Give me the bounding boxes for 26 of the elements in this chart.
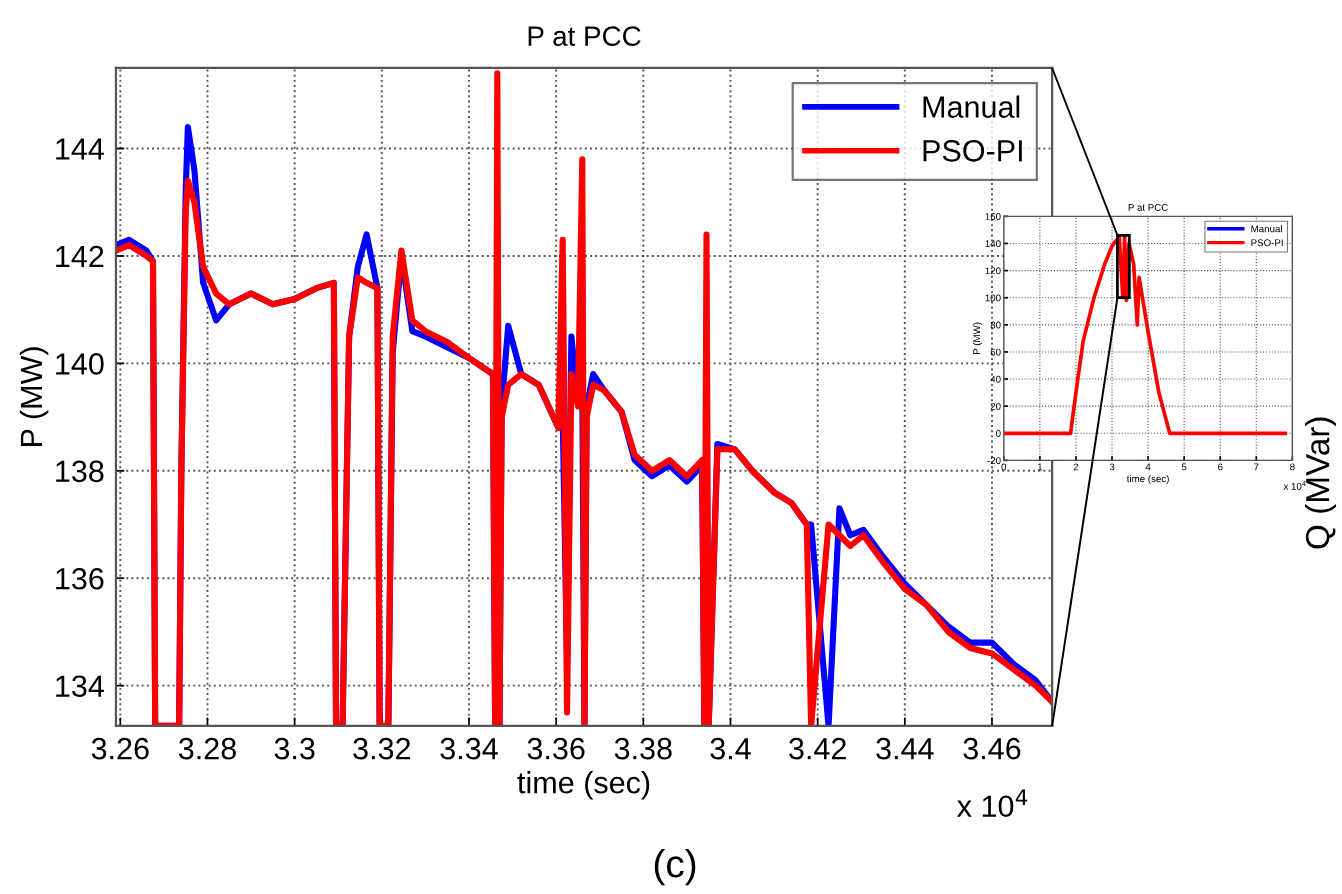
y-tick-label: 142: [56, 245, 104, 268]
y-tick-label: 134: [56, 675, 104, 698]
text: (c): [654, 849, 696, 886]
line-series: [1003, 234, 1287, 436]
x-tick-label: 3.3: [274, 737, 315, 760]
y-tick-label: 136: [56, 567, 104, 590]
y-axis-title: P (MW): [19, 347, 49, 446]
text: x 10$^{4}$: [957, 789, 1028, 818]
x-axis-title: time (sec): [517, 771, 650, 800]
x-tick-label: 3.34: [440, 737, 498, 760]
x-tick-label: 3.44: [876, 737, 934, 760]
x-tick-label: 3.32: [353, 737, 411, 760]
x-tick-label: 3.26: [91, 737, 149, 760]
y-tick-label: 140: [56, 353, 104, 375]
x-tick-label: 3.46: [963, 737, 1021, 760]
x-tick-label: 3.42: [789, 737, 846, 760]
x-tick-label: 3.28: [178, 737, 236, 760]
x-tick-label: 3.38: [614, 737, 672, 760]
y-tick-label: 144: [56, 138, 104, 160]
legend-label: Manual: [923, 95, 1020, 118]
x-tick-label: 3.4: [710, 737, 751, 760]
legend-label: PSO-PI: [923, 140, 1022, 162]
chart-title: P at PCC: [528, 26, 641, 46]
y-tick-label: 138: [56, 460, 104, 483]
text: Q (MVar): [1304, 417, 1337, 549]
x-tick-label: 3.36: [527, 737, 585, 760]
